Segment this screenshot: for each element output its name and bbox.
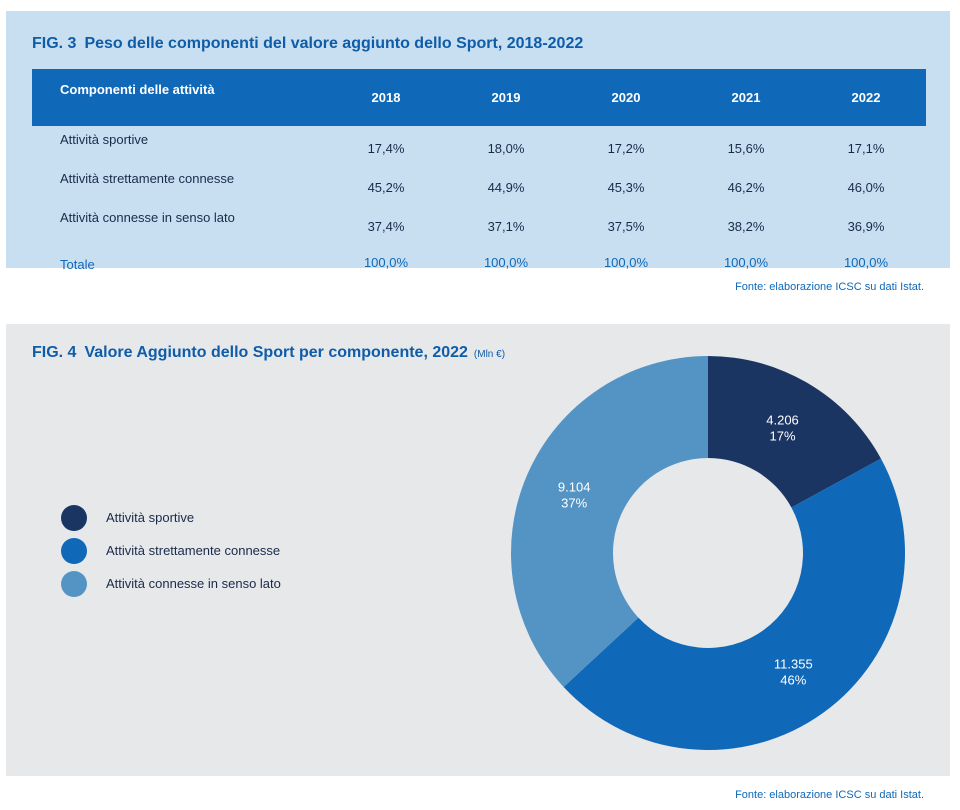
legend-label: Attività connesse in senso lato <box>106 576 281 591</box>
table-cell: 37,1% <box>487 219 525 234</box>
legend-item: Attività sportive <box>61 501 281 534</box>
row-label: Attività strettamente connesse <box>60 171 235 186</box>
fig4-number: FIG. 4 <box>32 344 77 361</box>
total-cell: 100,0% <box>723 254 769 270</box>
fig3-title: FIG. 3 Peso delle componenti del valore a… <box>32 35 583 53</box>
total-cell: 100,0% <box>363 254 409 270</box>
table-cell: 45,2% <box>367 180 405 195</box>
row-label: Attività connesse in senso lato <box>60 210 235 225</box>
column-header: 2021 <box>686 69 806 126</box>
table-cell: 18,0% <box>487 141 525 156</box>
column-header: 2022 <box>806 69 926 126</box>
legend-swatch <box>61 537 87 564</box>
fig4-title: FIG. 4 Valore Aggiunto dello Sport per co… <box>32 344 505 362</box>
table-cell: 46,2% <box>727 180 765 195</box>
fig4-title-text: Valore Aggiunto dello Sport per componen… <box>84 344 468 361</box>
fig4-unit: (Mln €) <box>473 349 506 360</box>
row-label: Attività sportive <box>60 132 149 147</box>
legend-item: Attività connesse in senso lato <box>61 567 281 600</box>
total-label: Totale <box>60 256 95 272</box>
donut-slice <box>563 458 905 750</box>
fig3-panel: FIG. 3 Peso delle componenti del valore a… <box>6 11 950 272</box>
total-cell: 100,0% <box>483 254 529 270</box>
legend-label: Attività strettamente connesse <box>106 543 281 558</box>
table-row: Attività sportive 17,4% 18,0% 17,2% 15,6… <box>32 126 926 165</box>
table-cell: 17,1% <box>847 141 885 156</box>
fig4-panel: FIG. 4 Valore Aggiunto dello Sport per co… <box>6 324 950 776</box>
table-row: Attività strettamente connesse 45,2% 44,… <box>32 165 926 204</box>
donut-slice <box>708 356 881 508</box>
fig3-source: Fonte: elaborazione ICSC su dati Istat. <box>735 281 924 293</box>
column-header: Componenti delle attività <box>32 69 326 126</box>
slice-value-label: 4.206 <box>766 412 799 427</box>
chart-legend: Attività sportive Attività strettamente … <box>61 501 281 600</box>
table-cell: 45,3% <box>607 180 645 195</box>
fig4-source: Fonte: elaborazione ICSC su dati Istat. <box>735 789 924 801</box>
column-header: 2020 <box>566 69 686 126</box>
table-cell: 17,4% <box>367 141 405 156</box>
table-cell: 17,2% <box>607 141 645 156</box>
slice-percent-label: 46% <box>780 672 806 687</box>
fig3-number: FIG. 3 <box>32 35 77 52</box>
legend-swatch <box>61 570 87 597</box>
slice-value-label: 9.104 <box>558 480 591 495</box>
slice-value-label: 11.355 <box>774 656 813 671</box>
table-row: Attività connesse in senso lato 37,4% 37… <box>32 204 926 243</box>
fig3-table: Componenti delle attività 2018 2019 2020… <box>32 69 926 281</box>
table-header-row: Componenti delle attività 2018 2019 2020… <box>32 69 926 126</box>
table-cell: 37,4% <box>367 219 405 234</box>
donut-slice <box>511 356 708 688</box>
fig3-title-text: Peso delle componenti del valore aggiunt… <box>84 35 584 52</box>
column-header: 2019 <box>446 69 566 126</box>
total-cell: 100,0% <box>603 254 649 270</box>
legend-item: Attività strettamente connesse <box>61 534 281 567</box>
table-cell: 44,9% <box>487 180 525 195</box>
legend-label: Attività sportive <box>106 510 195 525</box>
total-cell: 100,0% <box>843 254 889 270</box>
slice-percent-label: 17% <box>770 428 796 443</box>
slice-percent-label: 37% <box>561 496 587 511</box>
table-cell: 38,2% <box>727 219 765 234</box>
column-header: 2018 <box>326 69 446 126</box>
table-cell: 46,0% <box>847 180 885 195</box>
table-cell: 15,6% <box>727 141 765 156</box>
total-row: Totale 100,0% 100,0% 100,0% 100,0% 100,0… <box>32 243 926 281</box>
table-cell: 36,9% <box>847 219 885 234</box>
legend-swatch <box>61 504 87 531</box>
table-cell: 37,5% <box>607 219 645 234</box>
